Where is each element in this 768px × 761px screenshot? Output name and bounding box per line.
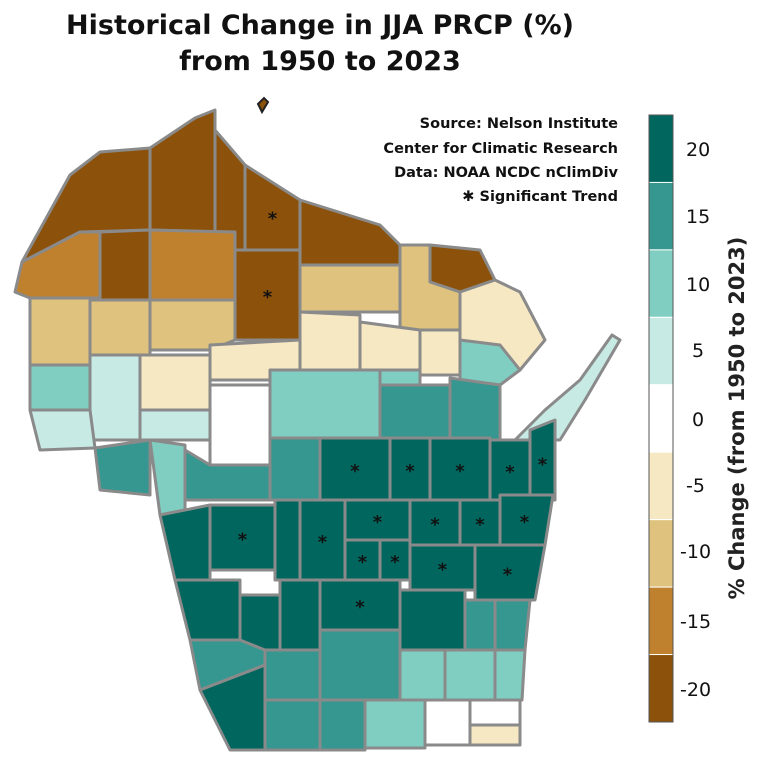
county xyxy=(468,723,522,747)
county xyxy=(263,648,322,702)
county xyxy=(28,296,92,367)
significance-star-icon: * xyxy=(318,532,328,553)
county xyxy=(98,228,152,302)
title-line-2: from 1950 to 2023 xyxy=(179,46,461,77)
county xyxy=(493,648,527,702)
county xyxy=(493,598,532,652)
significance-star-icon: * xyxy=(455,461,465,482)
county xyxy=(358,320,422,372)
county xyxy=(298,263,402,314)
source-institution: Center for Climatic Research xyxy=(383,141,618,157)
data-source: Data: NOAA NCDC nClimDiv xyxy=(394,165,618,181)
county xyxy=(513,333,622,442)
county xyxy=(443,648,497,702)
colorbar-frame xyxy=(648,114,674,723)
colorbar-bin xyxy=(648,586,674,656)
significance-star-icon: * xyxy=(475,515,485,536)
county xyxy=(278,578,322,652)
significance-star-icon: * xyxy=(503,565,513,586)
county xyxy=(378,368,422,387)
county xyxy=(423,698,472,747)
significance-star-icon: * xyxy=(505,462,515,483)
county xyxy=(263,698,322,752)
county xyxy=(378,383,452,440)
colorbar-bin xyxy=(648,519,674,588)
source-line: Source: Nelson Institute xyxy=(419,116,618,132)
significance-star-icon: * xyxy=(263,287,273,308)
county xyxy=(298,198,402,267)
colorbar-bin xyxy=(648,114,674,183)
colorbar-tick: 5 xyxy=(692,340,705,362)
county xyxy=(158,503,212,582)
island xyxy=(256,96,270,115)
significance-star-icon: * xyxy=(430,515,440,536)
county xyxy=(363,698,427,750)
county xyxy=(468,698,522,727)
significance-star-icon: * xyxy=(520,512,530,533)
county xyxy=(418,328,462,377)
county xyxy=(318,698,367,752)
county xyxy=(398,588,467,652)
significance-star-icon: * xyxy=(358,552,368,573)
colorbar-tick: -20 xyxy=(680,679,712,701)
significance-star-icon: * xyxy=(438,560,448,581)
colorbar-tick: 10 xyxy=(686,274,711,296)
significance-star-icon: * xyxy=(538,455,548,476)
county xyxy=(528,418,557,502)
colorbar-bin xyxy=(648,384,674,453)
significance-legend: ✱ Significant Trend xyxy=(462,189,618,205)
colorbar-tick: 0 xyxy=(692,409,705,431)
county xyxy=(28,408,97,452)
county xyxy=(473,543,547,602)
significance-star-icon: * xyxy=(268,208,278,229)
colorbar-bin xyxy=(648,451,674,521)
county xyxy=(88,353,142,442)
county xyxy=(148,298,237,352)
significance-star-icon: * xyxy=(238,530,248,551)
title-line-1: Historical Change in JJA PRCP (%) xyxy=(66,10,574,41)
county xyxy=(463,598,497,652)
county xyxy=(208,383,272,467)
county xyxy=(88,298,152,357)
colorbar-tick: -15 xyxy=(680,611,712,633)
county xyxy=(458,338,522,387)
colorbar-bin xyxy=(648,316,674,386)
significance-star-icon: * xyxy=(373,512,383,533)
county xyxy=(28,363,92,412)
county xyxy=(298,310,362,372)
county xyxy=(148,228,237,302)
county xyxy=(318,628,402,702)
county xyxy=(93,438,152,497)
significance-star-icon: * xyxy=(390,552,400,573)
colorbar-bin xyxy=(648,654,674,723)
county xyxy=(268,436,322,502)
colorbar-tick: 20 xyxy=(686,139,711,161)
colorbar-tick: -10 xyxy=(680,541,712,563)
significance-star-icon: * xyxy=(405,461,415,482)
colorbar-tick: -5 xyxy=(686,475,705,497)
county xyxy=(273,498,302,582)
county xyxy=(448,376,502,442)
colorbar-label: % Change (from 1950 to 2023) xyxy=(725,236,749,600)
significance-star-icon: * xyxy=(350,461,360,482)
significance-star-icon: * xyxy=(355,597,365,618)
county xyxy=(138,408,212,442)
colorbar-bin xyxy=(648,181,674,251)
colorbar-bin xyxy=(648,249,674,318)
county xyxy=(268,368,382,440)
county xyxy=(173,578,242,642)
colorbar-tick: 15 xyxy=(686,206,711,228)
county xyxy=(148,108,217,234)
county xyxy=(398,648,447,702)
county xyxy=(138,353,212,412)
county xyxy=(148,438,187,517)
